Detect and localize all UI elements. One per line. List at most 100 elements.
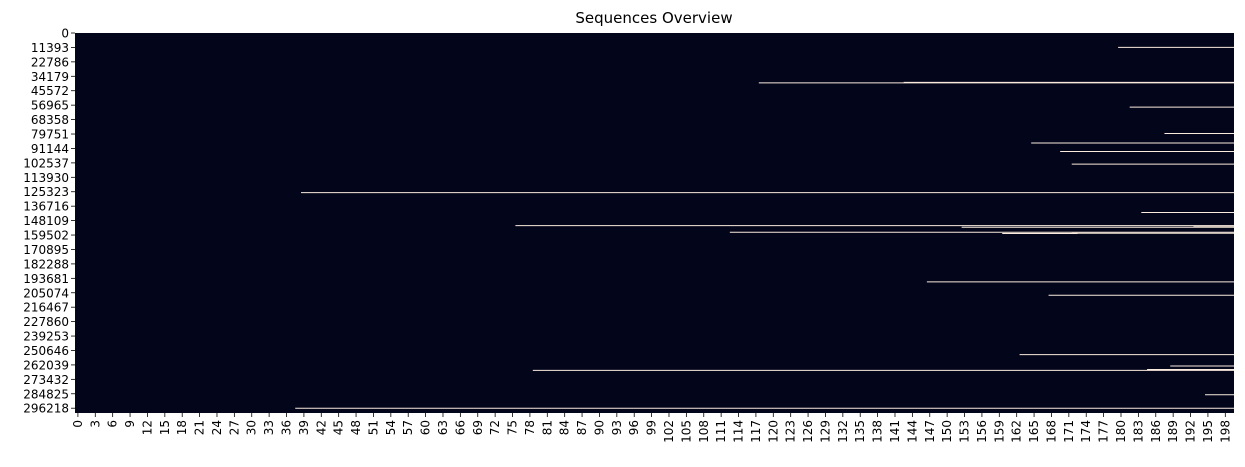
x-tick-label-14: 42 <box>314 420 328 435</box>
x-tick-label-31: 93 <box>610 420 624 435</box>
y-tick-label-0: 0 <box>61 27 69 41</box>
x-tick-label-36: 108 <box>697 420 711 443</box>
x-tick-label-20: 60 <box>419 420 433 435</box>
y-tick-label-23: 262039 <box>23 358 69 372</box>
x-tick-label-27: 81 <box>540 420 554 435</box>
x-tick-label-62: 186 <box>1149 420 1163 443</box>
x-tick-label-1: 3 <box>88 420 102 428</box>
x-tick-label-7: 21 <box>193 420 207 435</box>
y-tick-label-7: 79751 <box>31 128 69 142</box>
x-tick-label-66: 198 <box>1218 420 1232 443</box>
x-tick-label-55: 165 <box>1027 420 1041 443</box>
x-tick-label-52: 156 <box>975 420 989 443</box>
y-tick-label-17: 193681 <box>23 272 69 286</box>
x-tick-label-56: 168 <box>1044 420 1058 443</box>
y-tick-label-5: 56965 <box>31 99 69 113</box>
x-tick-label-61: 183 <box>1131 420 1145 443</box>
x-tick-label-51: 153 <box>958 420 972 443</box>
x-tick-label-59: 177 <box>1097 420 1111 443</box>
x-tick-label-37: 111 <box>714 420 728 443</box>
x-tick-label-46: 138 <box>871 420 885 443</box>
x-tick-label-15: 45 <box>332 420 346 435</box>
x-tick-label-53: 159 <box>992 420 1006 443</box>
x-tick-label-57: 171 <box>1062 420 1076 443</box>
x-tick-label-54: 162 <box>1010 420 1024 443</box>
x-tick-label-5: 15 <box>158 420 172 435</box>
y-tick-label-20: 227860 <box>23 315 69 329</box>
x-tick-label-9: 27 <box>227 420 241 435</box>
x-tick-label-29: 87 <box>575 420 589 435</box>
x-tick-label-63: 189 <box>1166 420 1180 443</box>
y-tick-label-26: 296218 <box>23 402 69 416</box>
y-tick-label-8: 91144 <box>31 142 69 156</box>
y-tick-label-10: 113930 <box>23 171 69 185</box>
y-tick-label-9: 102537 <box>23 156 69 170</box>
x-tick-label-49: 147 <box>923 420 937 443</box>
y-tick-label-22: 250646 <box>23 344 69 358</box>
y-tick-label-11: 125323 <box>23 185 69 199</box>
x-tick-label-24: 72 <box>488 420 502 435</box>
x-tick-label-8: 24 <box>210 420 224 435</box>
x-tick-label-4: 12 <box>140 420 154 435</box>
y-tick-label-3: 34179 <box>31 70 69 84</box>
heatmap-background <box>75 33 1234 413</box>
x-tick-label-50: 150 <box>940 420 954 443</box>
y-tick-label-2: 22786 <box>31 55 69 69</box>
y-tick-label-13: 148109 <box>23 214 69 228</box>
x-tick-label-43: 129 <box>818 420 832 443</box>
x-tick-label-32: 96 <box>627 420 641 435</box>
x-tick-label-11: 33 <box>262 420 276 435</box>
x-tick-label-48: 144 <box>905 420 919 443</box>
x-tick-label-28: 84 <box>558 420 572 435</box>
x-tick-label-58: 174 <box>1079 420 1093 443</box>
x-tick-label-60: 180 <box>1114 420 1128 443</box>
x-tick-label-45: 135 <box>853 420 867 443</box>
x-tick-label-21: 63 <box>436 420 450 435</box>
chart-title: Sequences Overview <box>575 9 732 27</box>
x-tick-label-10: 30 <box>245 420 259 435</box>
y-tick-label-6: 68358 <box>31 113 69 127</box>
x-tick-label-19: 57 <box>401 420 415 435</box>
x-tick-label-26: 78 <box>523 420 537 435</box>
x-tick-label-38: 114 <box>732 420 746 443</box>
y-tick-label-16: 182288 <box>23 257 69 271</box>
x-tick-label-17: 51 <box>366 420 380 435</box>
x-tick-label-3: 9 <box>123 420 137 428</box>
x-tick-label-35: 105 <box>679 420 693 443</box>
x-axis: 0 3 6 9 12 15 18 21 24 27 30 33 36 39 42 45 48 51 54 57 60 63… <box>71 413 1232 443</box>
x-tick-label-64: 192 <box>1184 420 1198 443</box>
x-tick-label-12: 36 <box>280 420 294 435</box>
y-tick-label-24: 273432 <box>23 373 69 387</box>
y-tick-label-21: 239253 <box>23 330 69 344</box>
x-tick-label-25: 75 <box>506 420 520 435</box>
y-tick-label-14: 159502 <box>23 229 69 243</box>
x-tick-label-65: 195 <box>1201 420 1215 443</box>
y-tick-label-1: 11393 <box>31 41 69 55</box>
y-tick-label-4: 45572 <box>31 84 69 98</box>
x-tick-label-13: 39 <box>297 420 311 435</box>
y-axis: 0113932278634179455725696568358797519114… <box>23 27 75 416</box>
y-tick-label-19: 216467 <box>23 301 69 315</box>
x-tick-label-39: 117 <box>749 420 763 443</box>
x-tick-label-33: 99 <box>645 420 659 435</box>
x-tick-label-18: 54 <box>384 420 398 435</box>
x-tick-label-47: 141 <box>888 420 902 443</box>
x-tick-label-42: 126 <box>801 420 815 443</box>
y-tick-label-15: 170895 <box>23 243 69 257</box>
x-tick-label-40: 120 <box>766 420 780 443</box>
highlighted-runs <box>295 46 1234 409</box>
y-tick-label-12: 136716 <box>23 200 69 214</box>
x-tick-label-44: 132 <box>836 420 850 443</box>
y-tick-label-25: 284825 <box>23 387 69 401</box>
x-tick-label-16: 48 <box>349 420 363 435</box>
x-tick-label-34: 102 <box>662 420 676 443</box>
x-tick-label-6: 18 <box>175 420 189 435</box>
y-tick-label-18: 205074 <box>23 286 69 300</box>
x-tick-label-2: 6 <box>106 420 120 428</box>
x-tick-label-23: 69 <box>471 420 485 435</box>
x-tick-label-22: 66 <box>453 420 467 435</box>
x-tick-label-0: 0 <box>71 420 85 428</box>
x-tick-label-30: 90 <box>592 420 606 435</box>
